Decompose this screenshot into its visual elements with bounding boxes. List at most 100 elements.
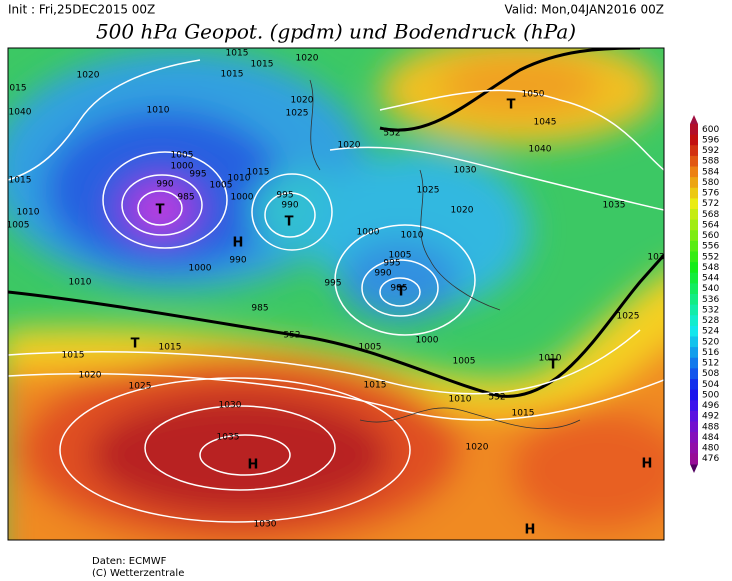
colorbar-label: 492 xyxy=(702,412,719,422)
colorbar: 6005965925885845805765725685645605565525… xyxy=(690,115,719,473)
colorbar-swatch xyxy=(690,442,698,454)
colorbar-arrow-top xyxy=(690,115,698,124)
isobar-label: 1000 xyxy=(189,264,212,274)
isobar-label: 1025 xyxy=(617,312,640,322)
isobar-label: 995 xyxy=(324,279,341,289)
colorbar-swatch xyxy=(690,283,698,295)
isobar-label: 1010 xyxy=(539,354,562,364)
colorbar-swatch xyxy=(690,251,698,263)
colorbar-swatch xyxy=(690,315,698,327)
colorbar-swatch xyxy=(690,272,698,284)
isobar-label: 1010 xyxy=(449,395,472,405)
colorbar-label: 496 xyxy=(702,401,719,411)
colorbar-label: 520 xyxy=(702,337,719,347)
pressure-center: T xyxy=(131,337,140,352)
colorbar-swatch xyxy=(690,177,698,189)
isobar-label: 1015 xyxy=(512,409,535,419)
colorbar-label: 596 xyxy=(702,135,719,145)
isobar-label: 1030 xyxy=(454,166,477,176)
colorbar-label: 584 xyxy=(702,167,719,177)
isobar-label: 1035 xyxy=(217,433,240,443)
colorbar-swatch xyxy=(690,347,698,359)
colorbar-label: 508 xyxy=(702,369,719,379)
colorbar-swatch xyxy=(690,240,698,252)
colorbar-label: 544 xyxy=(702,274,719,284)
colorbar-swatch xyxy=(690,166,698,178)
isobar-label: 990 xyxy=(156,180,173,190)
isobar-label: 1020 xyxy=(338,141,361,151)
colorbar-label: 536 xyxy=(702,295,719,305)
colorbar-arrow-bottom xyxy=(690,464,698,473)
isobar-label: 1045 xyxy=(534,118,557,128)
pressure-center: H xyxy=(233,236,244,251)
colorbar-swatch xyxy=(690,368,698,380)
isobar-label: 1030 xyxy=(254,520,277,530)
isobar-label: 1005 xyxy=(171,151,194,161)
isobar-label: 1005 xyxy=(453,357,476,367)
isobar-label: 1040 xyxy=(529,145,552,155)
colorbar-label: 600 xyxy=(702,125,719,135)
map-area: 1015 1015 1020 1020 1015 015 1010 1020 1025 1040 1… xyxy=(7,48,664,540)
isobar-label: 1025 xyxy=(129,382,152,392)
isobar-label: 1010 xyxy=(401,231,424,241)
colorbar-swatch xyxy=(690,124,698,136)
isobar-label: 015 xyxy=(9,84,26,94)
isobar-label: 1020 xyxy=(466,443,489,453)
pressure-center: T xyxy=(156,203,165,218)
colorbar-swatch xyxy=(690,336,698,348)
isobar-label: 1010 xyxy=(228,174,251,184)
pressure-center: T xyxy=(397,285,406,300)
colorbar-label: 480 xyxy=(702,444,719,454)
colorbar-label: 484 xyxy=(702,433,719,443)
colorbar-swatch xyxy=(690,389,698,401)
isobar-label: 985 xyxy=(177,193,194,203)
isobar-label: 990 xyxy=(281,201,298,211)
colorbar-label: 580 xyxy=(702,178,719,188)
isobar-label: 1005 xyxy=(389,251,412,261)
isobar-label: 985 xyxy=(251,304,268,314)
colorbar-label: 532 xyxy=(702,305,719,315)
colorbar-label: 512 xyxy=(702,359,719,369)
isobar-label: 1010 xyxy=(17,208,40,218)
isobar-label: 552 xyxy=(383,129,400,139)
isobar-label: 103 xyxy=(647,253,664,263)
isobar-label: 1015 xyxy=(62,351,85,361)
isobar-label: 1000 xyxy=(171,162,194,172)
init-time: Init : Fri,25DEC2015 00Z xyxy=(8,3,155,17)
colorbar-label: 548 xyxy=(702,263,719,273)
isobar-label: 1000 xyxy=(416,336,439,346)
isobar-label: 1025 xyxy=(417,186,440,196)
colorbar-label: 592 xyxy=(702,146,719,156)
isobar-label: 1000 xyxy=(357,228,380,238)
isobar-label: 1020 xyxy=(451,206,474,216)
colorbar-label: 568 xyxy=(702,210,719,220)
colorbar-swatch xyxy=(690,421,698,433)
colorbar-swatch xyxy=(690,155,698,167)
colorbar-label: 500 xyxy=(702,390,719,400)
isobar-label: 1015 xyxy=(226,49,249,59)
colorbar-swatch xyxy=(690,198,698,210)
colorbar-label: 552 xyxy=(702,252,719,262)
isobar-label: 1015 xyxy=(9,176,32,186)
colorbar-swatch xyxy=(690,357,698,369)
colorbar-swatch xyxy=(690,294,698,306)
isobar-label: 1005 xyxy=(359,343,382,353)
isobar-label: 995 xyxy=(189,170,206,180)
isobar-label: 1005 xyxy=(210,181,233,191)
isobar-label: 1020 xyxy=(77,71,100,81)
pressure-center: H xyxy=(248,458,259,473)
colorbar-label: 560 xyxy=(702,231,719,241)
isobar-label: 1020 xyxy=(291,96,314,106)
colorbar-swatch xyxy=(690,187,698,199)
colorbar-swatch xyxy=(690,400,698,412)
isobar-label: 1050 xyxy=(522,90,545,100)
colorbar-label: 572 xyxy=(702,199,719,209)
colorbar-swatch xyxy=(690,145,698,157)
colorbar-swatch xyxy=(690,453,698,465)
colorbar-swatch xyxy=(690,304,698,316)
colorbar-swatch xyxy=(690,262,698,274)
colorbar-swatch xyxy=(690,219,698,231)
isobar-label: 1035 xyxy=(603,201,626,211)
pressure-center: T xyxy=(285,215,294,230)
isobar-label: 1005 xyxy=(7,221,30,231)
